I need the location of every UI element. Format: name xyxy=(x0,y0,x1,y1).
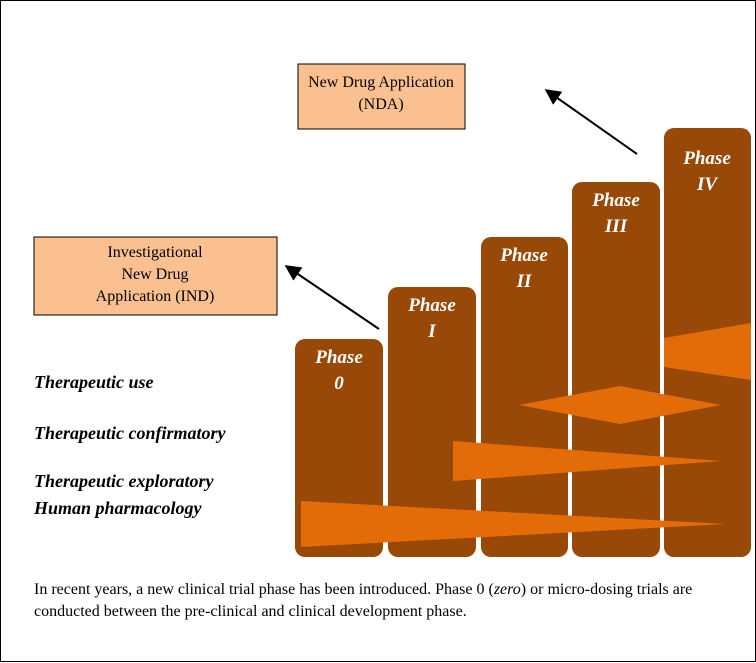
caption-text: In recent years, a new clinical trial ph… xyxy=(34,581,494,598)
ind-box xyxy=(33,236,278,316)
exploratory-wedge xyxy=(453,441,721,481)
nda-line: New Drug Application xyxy=(308,74,454,91)
phase-numeral: 0 xyxy=(334,373,344,394)
arrow xyxy=(284,265,380,330)
caption: In recent years, a new clinical trial ph… xyxy=(34,579,744,623)
use-wedge xyxy=(664,323,751,380)
nda-box xyxy=(297,63,466,130)
phase-word: Phase xyxy=(591,190,640,211)
arrow xyxy=(544,89,638,155)
phase-numeral: III xyxy=(604,216,628,237)
row-label: Therapeutic confirmatory xyxy=(34,423,226,443)
nda-line: (NDA) xyxy=(358,96,403,113)
ind-line: Investigational xyxy=(107,244,203,261)
phase-word: Phase xyxy=(499,245,548,266)
row-label: Human pharmacology xyxy=(33,498,203,518)
row-label: Therapeutic use xyxy=(34,372,154,392)
phase-numeral: IV xyxy=(696,174,718,195)
caption-text: ) or micro-dosing trials are conducted b… xyxy=(34,581,693,620)
phase-column xyxy=(572,182,660,557)
phase-numeral: I xyxy=(427,321,436,342)
phase-column xyxy=(388,287,476,557)
phase-word: Phase xyxy=(314,347,363,368)
pharmacology-wedge xyxy=(301,501,726,547)
phase-numeral: II xyxy=(516,271,532,292)
phase-word: Phase xyxy=(407,295,456,316)
confirmatory-diamond xyxy=(519,386,721,424)
ind-line: Application (IND) xyxy=(96,288,215,305)
ind-line: New Drug xyxy=(121,266,188,283)
caption-italic: zero xyxy=(493,581,521,598)
phase-word: Phase xyxy=(682,148,731,169)
row-label: Therapeutic exploratory xyxy=(34,471,214,491)
